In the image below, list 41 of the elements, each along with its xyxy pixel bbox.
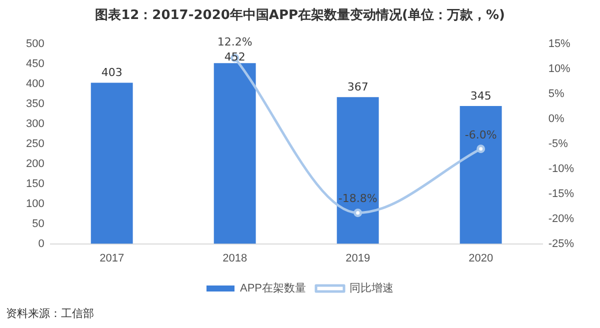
y-tick-label: 350 <box>26 98 44 110</box>
data-label: 12.2% <box>217 35 252 48</box>
data-label: 345 <box>470 89 492 102</box>
y-tick-label: 500 <box>26 38 44 50</box>
y2-tick-label: -25% <box>548 238 574 250</box>
x-tick-label: 2017 <box>100 252 124 264</box>
y-tick-label: 400 <box>26 78 44 90</box>
y2-tick-label: -20% <box>548 212 574 225</box>
y-tick-label: 300 <box>26 118 44 130</box>
y-tick-label: 0 <box>38 238 44 250</box>
x-tick-label: 2020 <box>468 252 494 264</box>
y-tick-label: 200 <box>26 158 44 170</box>
y2-tick-label: 10% <box>548 63 571 76</box>
y2-tick-label: 5% <box>548 88 564 100</box>
data-label: 452 <box>224 50 246 64</box>
y-tick-label: 50 <box>32 218 44 230</box>
chart-title: 图表12：2017-2020年中国APP在架数量变动情况(单位：万款，%) <box>94 6 506 25</box>
y-tick-label: 450 <box>26 58 44 70</box>
bar <box>214 63 256 244</box>
y2-tick-label: 0% <box>548 112 564 125</box>
x-tick-label: 2018 <box>222 252 248 264</box>
text: 资料来源：工信部 <box>6 306 94 321</box>
legend-label: APP在架数量 <box>240 282 306 295</box>
data-label: -18.8% <box>338 192 378 206</box>
point <box>476 144 486 154</box>
data-label: -6.0% <box>464 128 497 142</box>
y-tick-label: 150 <box>26 178 44 190</box>
bar <box>336 97 379 244</box>
bar <box>90 82 133 244</box>
y-tick-label: 100 <box>26 198 44 210</box>
bar <box>460 106 502 244</box>
y2-tick-label: 15% <box>548 38 571 50</box>
data-label: 367 <box>347 80 368 94</box>
y2-tick-label: -10% <box>548 162 574 175</box>
legend-label: 同比增速 <box>350 282 394 295</box>
y2-tick-label: -5% <box>548 138 568 150</box>
y2-tick-label: -15% <box>548 188 574 200</box>
y-tick-label: 250 <box>26 138 44 150</box>
data-label: 403 <box>101 66 122 80</box>
x-tick-label: 2019 <box>346 252 370 264</box>
point <box>354 208 362 218</box>
